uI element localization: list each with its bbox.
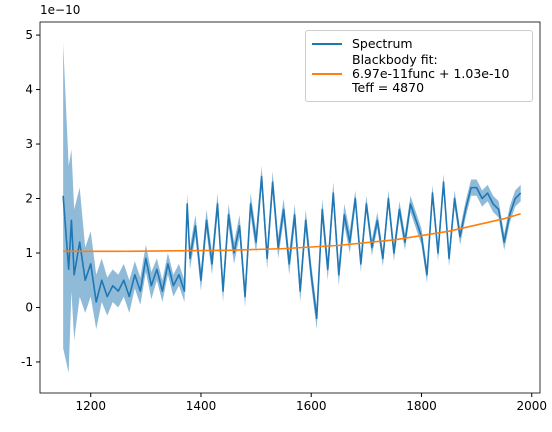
y-offset-label: 1e−10 xyxy=(40,3,80,17)
legend-swatch xyxy=(312,43,342,45)
legend: Spectrum Blackbody fit: 6.97e-11func + 1.… xyxy=(305,30,533,102)
legend-entry: Blackbody fit: 6.97e-11func + 1.03e-10 T… xyxy=(306,53,532,95)
legend-label: Blackbody fit: 6.97e-11func + 1.03e-10 T… xyxy=(352,52,510,95)
y-tick-label: 4 xyxy=(25,83,33,97)
y-tick-label: 5 xyxy=(25,28,33,42)
y-tick-label: -1 xyxy=(21,355,33,369)
series-line xyxy=(62,175,522,320)
series-line xyxy=(63,212,521,253)
x-tick-label: 1600 xyxy=(296,399,327,413)
plot-frame xyxy=(39,21,541,394)
y-tick-label: 3 xyxy=(25,137,33,151)
legend-entry: Spectrum xyxy=(306,37,532,51)
y-tick-label: 1 xyxy=(25,246,33,260)
legend-label: Spectrum xyxy=(352,36,413,51)
y-tick-label: 0 xyxy=(25,300,33,314)
x-tick-label: 1200 xyxy=(75,399,106,413)
x-tick-label: 2000 xyxy=(516,399,547,413)
legend-swatch xyxy=(312,73,342,75)
x-tick-label: 1800 xyxy=(406,399,437,413)
x-tick-label: 1400 xyxy=(186,399,217,413)
y-tick-label: 2 xyxy=(25,192,33,206)
